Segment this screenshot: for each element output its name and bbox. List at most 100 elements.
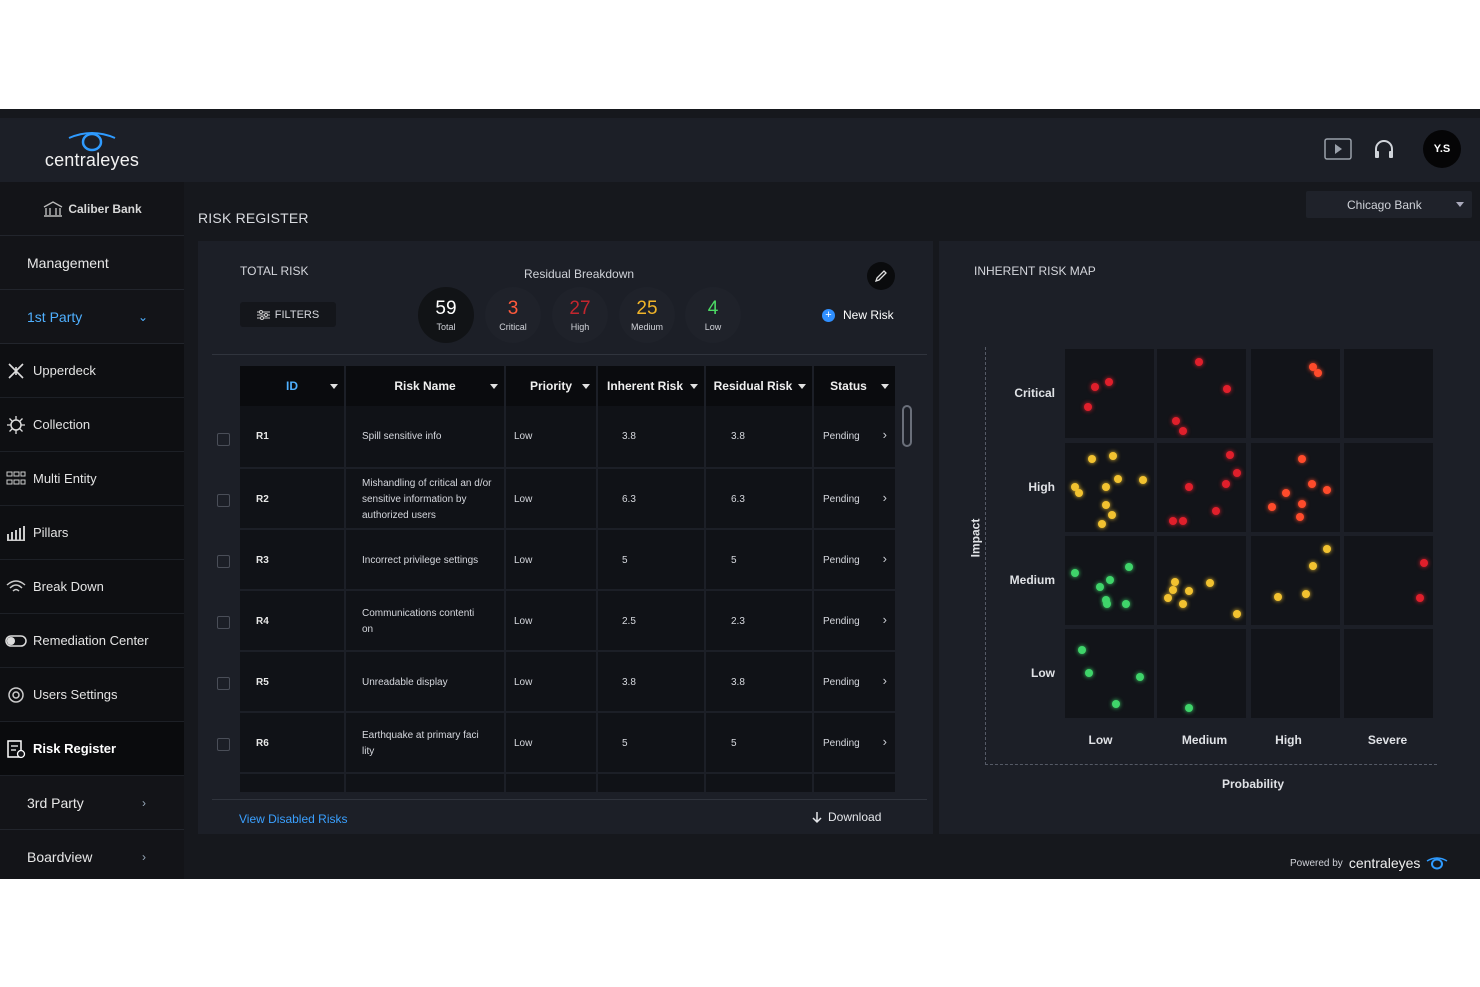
bank-select-dropdown[interactable]: Chicago Bank xyxy=(1306,191,1472,218)
risk-dot[interactable] xyxy=(1420,559,1428,567)
table-row[interactable]: R3 Incorrect privilege settings Low 5 5 … xyxy=(240,530,895,591)
risk-dot[interactable] xyxy=(1416,594,1424,602)
risk-dot[interactable] xyxy=(1233,610,1241,618)
sidebar-item-management[interactable]: Management xyxy=(0,236,184,290)
table-row[interactable]: R4 Communications contenti on Low 2.5 2.… xyxy=(240,591,895,652)
chevron-right-icon[interactable]: › xyxy=(882,551,887,566)
headset-icon[interactable] xyxy=(1372,138,1396,167)
row-checkbox[interactable] xyxy=(217,677,230,690)
chevron-right-icon[interactable]: › xyxy=(882,673,887,688)
risk-dot[interactable] xyxy=(1302,590,1310,598)
table-scrollbar[interactable] xyxy=(902,405,912,447)
risk-dot[interactable] xyxy=(1114,475,1122,483)
risk-dot[interactable] xyxy=(1298,500,1306,508)
risk-dot[interactable] xyxy=(1226,451,1234,459)
risk-dot[interactable] xyxy=(1169,586,1177,594)
risk-dot[interactable] xyxy=(1106,576,1114,584)
table-row[interactable]: R1 Spill sensitive info Low 3.8 3.8 Pend… xyxy=(240,406,895,467)
sidebar-item-risk-register[interactable]: Risk Register xyxy=(0,722,184,776)
risk-dot[interactable] xyxy=(1071,483,1079,491)
table-row[interactable]: R6 Earthquake at primary faci lity Low 5… xyxy=(240,713,895,774)
column-header-risk-name[interactable]: Risk Name xyxy=(346,366,504,406)
risk-map-cell[interactable] xyxy=(1065,349,1154,438)
risk-dot[interactable] xyxy=(1185,587,1193,595)
risk-map-cell[interactable] xyxy=(1344,536,1433,625)
risk-dot[interactable] xyxy=(1169,517,1177,525)
sidebar-item-3rd-party[interactable]: 3rd Party › xyxy=(0,776,184,830)
column-header-priority[interactable]: Priority xyxy=(506,366,596,406)
avatar[interactable]: Y.S xyxy=(1423,130,1461,168)
column-header-inherent-risk[interactable]: Inherent Risk xyxy=(598,366,704,406)
sidebar-item-multi-entity[interactable]: Multi Entity xyxy=(0,452,184,506)
risk-dot[interactable] xyxy=(1309,562,1317,570)
risk-map-cell[interactable] xyxy=(1344,443,1433,532)
risk-dot[interactable] xyxy=(1109,452,1117,460)
risk-dot[interactable] xyxy=(1071,569,1079,577)
risk-dot[interactable] xyxy=(1102,501,1110,509)
column-header-status[interactable]: Status xyxy=(814,366,895,406)
risk-dot[interactable] xyxy=(1179,427,1187,435)
video-play-icon[interactable] xyxy=(1324,138,1352,165)
risk-dot[interactable] xyxy=(1091,383,1099,391)
risk-dot[interactable] xyxy=(1105,378,1113,386)
risk-dot[interactable] xyxy=(1179,517,1187,525)
risk-map-cell[interactable] xyxy=(1157,629,1246,718)
risk-dot[interactable] xyxy=(1323,545,1331,553)
row-checkbox[interactable] xyxy=(217,616,230,629)
column-header-id[interactable]: ID xyxy=(240,366,344,406)
risk-map-cell[interactable] xyxy=(1344,629,1433,718)
edit-button[interactable] xyxy=(867,262,895,290)
risk-dot[interactable] xyxy=(1309,363,1317,371)
risk-dot[interactable] xyxy=(1122,600,1130,608)
risk-dot[interactable] xyxy=(1112,700,1120,708)
risk-map-cell[interactable] xyxy=(1344,349,1433,438)
risk-dot[interactable] xyxy=(1075,489,1083,497)
app-logo[interactable]: centraleyes xyxy=(0,118,184,182)
risk-dot[interactable] xyxy=(1308,480,1316,488)
risk-dot[interactable] xyxy=(1088,455,1096,463)
risk-dot[interactable] xyxy=(1314,369,1322,377)
risk-dot[interactable] xyxy=(1102,483,1110,491)
risk-dot[interactable] xyxy=(1195,358,1203,366)
risk-dot[interactable] xyxy=(1171,578,1179,586)
risk-dot[interactable] xyxy=(1078,646,1086,654)
risk-dot[interactable] xyxy=(1296,513,1304,521)
download-button[interactable]: Download xyxy=(812,810,881,824)
chevron-right-icon[interactable]: › xyxy=(882,734,887,749)
chevron-right-icon[interactable]: › xyxy=(882,427,887,442)
risk-dot[interactable] xyxy=(1136,673,1144,681)
risk-dot[interactable] xyxy=(1185,483,1193,491)
row-checkbox[interactable] xyxy=(217,494,230,507)
sidebar-item-upperdeck[interactable]: Upperdeck xyxy=(0,344,184,398)
sidebar-item-remediation-center[interactable]: Remediation Center xyxy=(0,614,184,668)
row-checkbox[interactable] xyxy=(217,555,230,568)
table-row[interactable]: R2 Mishandling of critical an d/or sensi… xyxy=(240,469,895,530)
risk-map-cell[interactable] xyxy=(1251,629,1340,718)
risk-dot[interactable] xyxy=(1233,469,1241,477)
risk-dot[interactable] xyxy=(1298,455,1306,463)
chevron-right-icon[interactable]: › xyxy=(882,490,887,505)
risk-dot[interactable] xyxy=(1172,417,1180,425)
risk-dot[interactable] xyxy=(1084,403,1092,411)
risk-dot[interactable] xyxy=(1222,480,1230,488)
row-checkbox[interactable] xyxy=(217,738,230,751)
risk-dot[interactable] xyxy=(1323,486,1331,494)
risk-dot[interactable] xyxy=(1223,385,1231,393)
risk-dot[interactable] xyxy=(1268,503,1276,511)
org-switcher[interactable]: Caliber Bank xyxy=(0,182,184,236)
row-checkbox[interactable] xyxy=(217,433,230,446)
risk-dot[interactable] xyxy=(1108,511,1116,519)
chevron-right-icon[interactable]: › xyxy=(882,612,887,627)
sidebar-item-collection[interactable]: Collection xyxy=(0,398,184,452)
risk-dot[interactable] xyxy=(1185,704,1193,712)
risk-dot[interactable] xyxy=(1274,593,1282,601)
sidebar-item-boardview[interactable]: Boardview › xyxy=(0,830,184,879)
column-header-residual-risk[interactable]: Residual Risk xyxy=(706,366,812,406)
view-disabled-risks-link[interactable]: View Disabled Risks xyxy=(239,812,348,826)
risk-map-cell[interactable] xyxy=(1251,349,1340,438)
risk-dot[interactable] xyxy=(1098,520,1106,528)
risk-dot[interactable] xyxy=(1164,594,1172,602)
risk-dot[interactable] xyxy=(1125,563,1133,571)
sidebar-item-break-down[interactable]: Break Down xyxy=(0,560,184,614)
risk-dot[interactable] xyxy=(1179,600,1187,608)
